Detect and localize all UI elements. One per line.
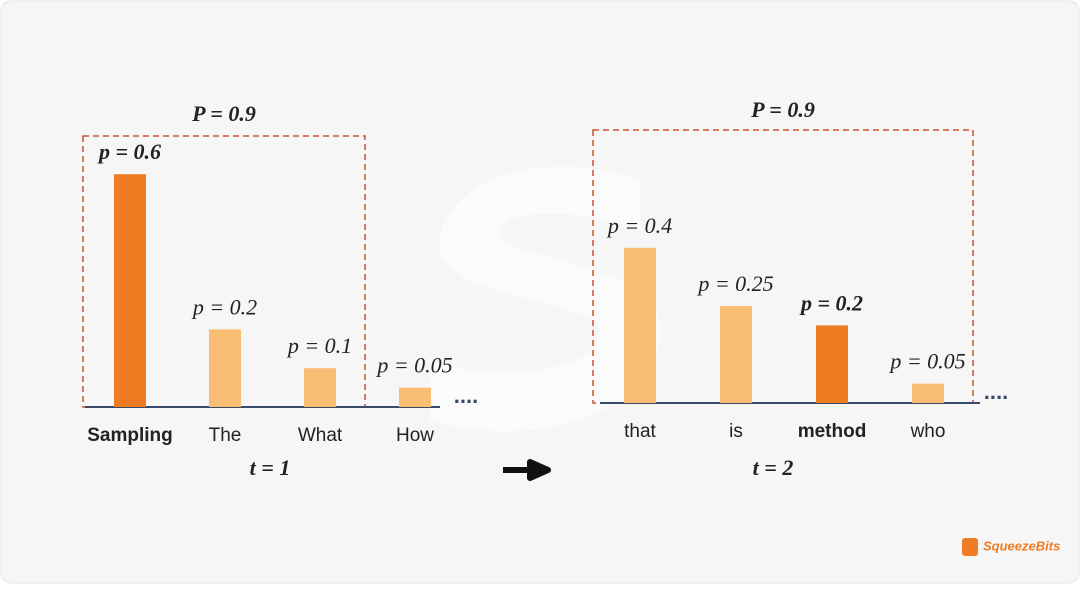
- bar: [114, 174, 146, 407]
- value-label: p = 0.05: [375, 353, 452, 378]
- value-label: p = 0.6: [97, 139, 161, 164]
- category-label: What: [298, 425, 343, 446]
- category-label: How: [396, 425, 434, 446]
- bar: [304, 368, 336, 407]
- bar: [399, 387, 431, 407]
- category-label: that: [624, 421, 656, 442]
- category-label: is: [729, 421, 743, 442]
- ellipsis: ....: [454, 383, 478, 408]
- category-label: who: [910, 421, 946, 442]
- value-label: p = 0.1: [286, 333, 352, 358]
- watermark: [430, 166, 660, 432]
- value-label: p = 0.05: [888, 349, 965, 374]
- bar: [209, 329, 241, 407]
- value-label: p = 0.4: [606, 213, 672, 238]
- value-label: p = 0.2: [191, 294, 257, 319]
- bar: [912, 383, 944, 403]
- threshold-label: P = 0.9: [750, 97, 815, 122]
- logo: SqueezeBits: [983, 538, 1060, 553]
- bar: [720, 306, 752, 403]
- logo-icon: [962, 538, 978, 556]
- step-label: t = 2: [753, 455, 794, 480]
- threshold-label: P = 0.9: [191, 101, 256, 126]
- category-label: Sampling: [87, 425, 173, 446]
- ellipsis: ....: [984, 379, 1008, 404]
- bar: [624, 247, 656, 403]
- value-label: p = 0.2: [799, 290, 863, 315]
- step-label: t = 1: [250, 455, 291, 480]
- category-label: method: [798, 421, 867, 442]
- category-label: The: [209, 425, 242, 446]
- value-label: p = 0.25: [696, 271, 773, 296]
- arrow: [503, 459, 551, 481]
- bar: [816, 325, 848, 403]
